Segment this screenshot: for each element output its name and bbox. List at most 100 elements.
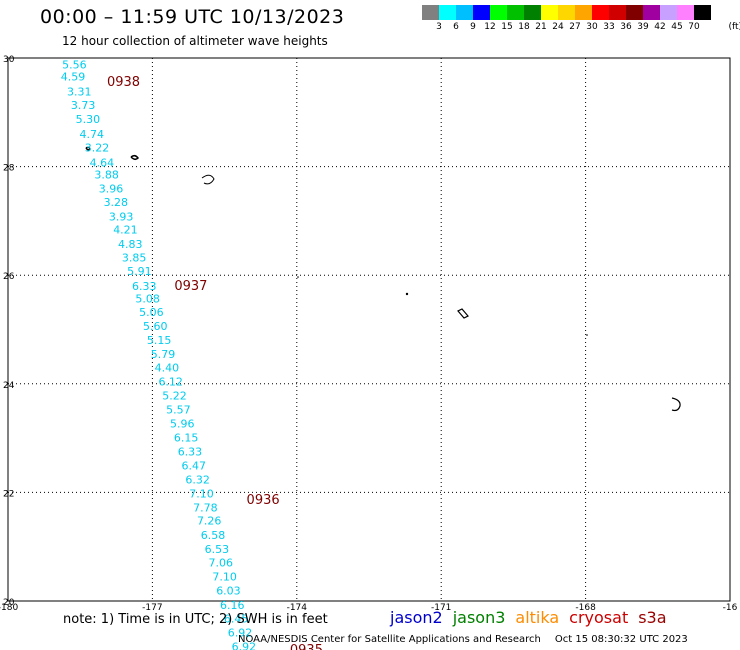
swh-label: 6.15 (174, 432, 199, 445)
swh-label: 5.56 (62, 59, 87, 72)
legend-swatch (507, 5, 524, 20)
island-dot (405, 292, 409, 296)
swh-label: 3.31 (67, 86, 92, 99)
swh-label: 3.73 (71, 99, 96, 112)
mission-jason3: jason3 (452, 608, 506, 627)
swh-label: 6.16 (220, 599, 245, 612)
swh-label: 4.40 (155, 362, 180, 375)
swh-label: 5.15 (147, 334, 172, 347)
legend-ticks: 3 6 9 12 15 18 21 24 27 30 33 36 39 42 45 70 (422, 22, 730, 36)
legend-swatch (422, 5, 439, 20)
lon-tick-label: -171 (431, 603, 451, 613)
legend-tick-label: 3 (436, 22, 442, 32)
legend-swatch (592, 5, 609, 20)
swh-label: 7.78 (193, 502, 218, 515)
legend-tick-label: 6 (453, 22, 459, 32)
swh-label: 4.83 (118, 238, 143, 251)
island-shape (201, 174, 215, 185)
legend-swatch (694, 5, 711, 20)
credit-org: NOAA/NESDIS Center for Satellite Applica… (238, 634, 541, 645)
legend-tick-label: 27 (569, 22, 581, 32)
lat-tick-label: 22 (3, 489, 14, 499)
lat-tick-label: 24 (3, 381, 15, 391)
mission-altika: altika (515, 608, 560, 627)
swh-label: 6.53 (205, 543, 230, 556)
swh-label: 5.22 (162, 390, 187, 403)
time-label: 0935 (290, 643, 323, 650)
time-label: 0936 (247, 493, 280, 508)
legend-swatch (575, 5, 592, 20)
legend-tick-label: 18 (518, 22, 530, 32)
legend-swatch (456, 5, 473, 20)
legend-tick-label: 21 (535, 22, 547, 32)
island-shape (130, 154, 139, 161)
time-label: 0937 (174, 279, 207, 294)
credit-line: NOAA/NESDIS Center for Satellite Applica… (238, 634, 688, 645)
swh-label: 4.64 (90, 156, 115, 169)
map-title: 00:00 – 11:59 UTC 10/13/2023 (40, 6, 345, 28)
time-label: 0938 (107, 75, 140, 90)
swh-label: 6.32 (185, 473, 210, 486)
swh-label: 7.06 (208, 556, 233, 569)
island-shape (671, 397, 681, 412)
legend-tick-label: 36 (620, 22, 632, 32)
legend-swatch (524, 5, 541, 20)
legend-tick-label: 9 (470, 22, 476, 32)
units-note: note: 1) Time is in UTC; 2) SWH is in fe… (63, 612, 328, 627)
legend-swatch (490, 5, 507, 20)
legend-color-bar (422, 5, 730, 20)
swh-label: 6.33 (132, 280, 157, 293)
lon-tick-label: -168 (575, 603, 596, 613)
swh-label: 6.47 (182, 459, 207, 472)
map-frame (7, 57, 731, 602)
lon-tick-label: -177 (142, 603, 162, 613)
swh-label: 5.96 (170, 417, 195, 430)
lon-tick-label: -16 (723, 603, 738, 613)
mission-legend: jason2 jason3 altika cryosat s3a (390, 608, 677, 627)
legend-tick-label: 30 (586, 22, 598, 32)
legend-tick-label: 39 (637, 22, 649, 32)
swh-label: 5.79 (151, 348, 176, 361)
island-dot (586, 334, 588, 336)
legend-swatch (473, 5, 490, 20)
swh-label: 5.30 (76, 113, 101, 126)
legend-tick-label: 45 (671, 22, 683, 32)
swh-label: 4.21 (113, 224, 138, 237)
swh-label: 3.96 (99, 182, 124, 195)
swh-label: 7.10 (212, 571, 237, 584)
legend-tick-label: 70 (688, 22, 700, 32)
legend-swatch (660, 5, 677, 20)
legend-swatch (439, 5, 456, 20)
mission-cryosat: cryosat (569, 608, 629, 627)
swh-label: 3.22 (85, 142, 110, 155)
legend-units: (ft) (728, 22, 740, 32)
swh-label: 3.28 (104, 196, 129, 209)
legend-tick-label: 12 (484, 22, 496, 32)
lat-tick-label: 28 (3, 164, 15, 174)
swh-label: 6.92 (232, 641, 257, 650)
swh-label: 6.12 (158, 376, 183, 389)
lon-tick-label: -180 (0, 603, 18, 613)
lat-tick-label: 30 (3, 55, 15, 65)
swh-label: 7.26 (197, 515, 222, 528)
swh-label: 5.91 (127, 265, 152, 278)
lat-tick-label: 26 (3, 272, 15, 282)
legend-tick-label: 15 (501, 22, 513, 32)
island-dot (297, 276, 299, 278)
legend-tick-label: 24 (552, 22, 564, 32)
legend-swatch (643, 5, 660, 20)
mission-s3a: s3a (638, 608, 667, 627)
swh-label: 6.45 (224, 612, 249, 625)
legend-swatch (626, 5, 643, 20)
swh-label: 4.74 (80, 128, 105, 141)
swh-label: 7.10 (189, 487, 214, 500)
legend-swatch (609, 5, 626, 20)
lat-tick-label: 20 (3, 598, 15, 608)
swh-label: 6.58 (201, 529, 226, 542)
swh-label: 3.88 (94, 169, 119, 182)
swh-label: 6.33 (178, 446, 203, 459)
mission-jason2: jason2 (390, 608, 443, 627)
swh-label: 5.57 (166, 403, 191, 416)
